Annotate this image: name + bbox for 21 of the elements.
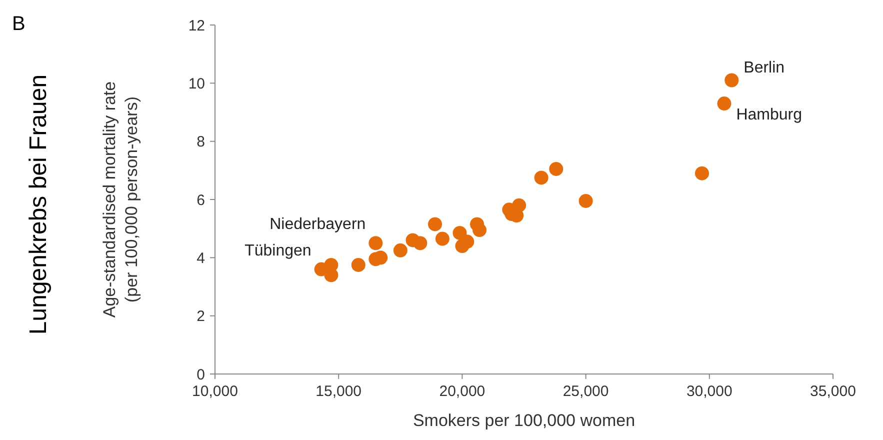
- y-tick-label: 12: [188, 17, 205, 34]
- x-tick-label: 25,000: [562, 383, 609, 400]
- annotation: Berlin: [744, 59, 785, 76]
- x-axis-title: Smokers per 100,000 women: [412, 411, 636, 430]
- y-tick-label: 10: [188, 75, 205, 92]
- annotation: Niederbayern: [270, 216, 366, 234]
- y-tick-label: 8: [196, 134, 205, 151]
- y-tick-label: 2: [196, 308, 205, 326]
- y-tick-label: 6: [196, 192, 205, 209]
- annotation: Hamburg: [736, 106, 802, 124]
- text: Lungenkrebs bei Frauen: [25, 74, 52, 335]
- x-tick-label: 35,000: [810, 383, 856, 400]
- text: B: [12, 13, 26, 35]
- x-tick-label: 20,000: [439, 383, 486, 400]
- x-tick-label: 10,000: [192, 383, 238, 400]
- y-tick-label: 0: [196, 366, 205, 384]
- y-axis-title: Age-standardised mortality rate (per 100,000 person-years): [100, 81, 141, 318]
- x-tick-label: 15,000: [316, 383, 362, 400]
- x-tick-label: 30,000: [686, 383, 732, 400]
- y-tick-label: 4: [196, 250, 205, 267]
- annotation: Tübingen: [244, 242, 312, 260]
